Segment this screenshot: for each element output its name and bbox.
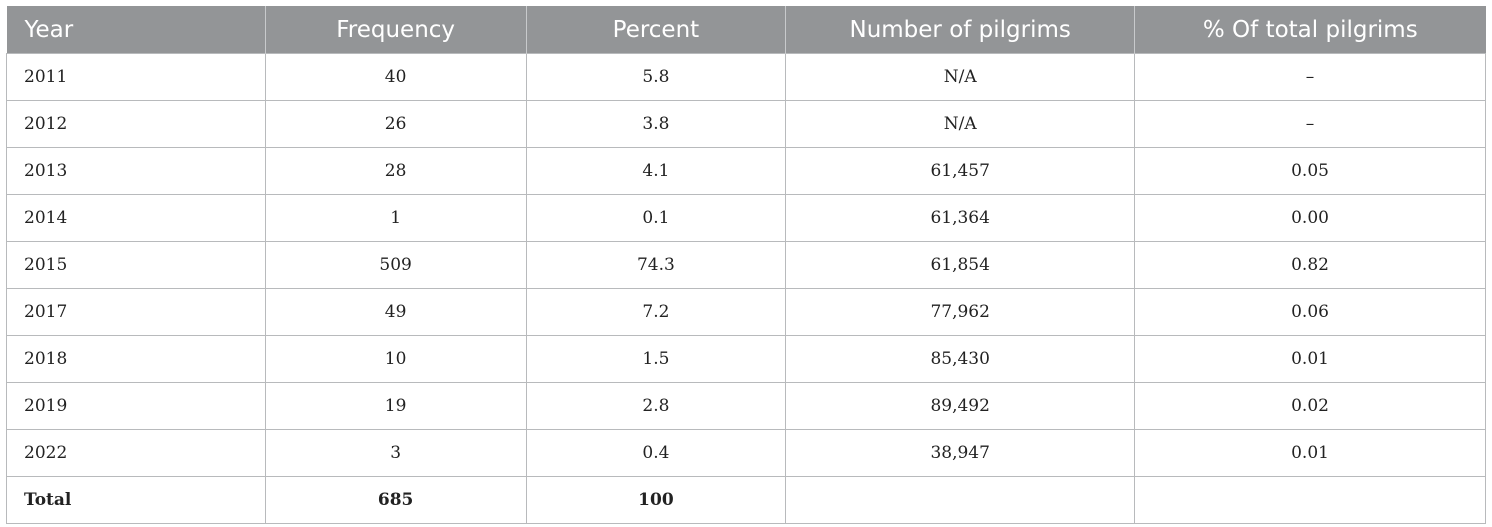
- cell-year: 2018: [6, 335, 266, 383]
- table-row: 2017 49 7.2 77,962 0.06: [6, 288, 1486, 336]
- cell-percent: 3.8: [525, 100, 787, 148]
- cell-year: 2022: [6, 429, 266, 477]
- table-body: 2011 40 5.8 N/A –2012 26 3.8 N/A –2013 28 4.1 61,45…: [6, 53, 1486, 524]
- cell-percent: 2.8: [525, 382, 787, 430]
- cell-percent: 74.3: [525, 241, 787, 289]
- cell-frequency: 3: [264, 429, 527, 477]
- cell-percent: 0.4: [525, 429, 787, 477]
- cell-percent-of-total-pilgrims: 0.02: [1134, 382, 1486, 430]
- table-row: 2013 28 4.1 61,457 0.05: [6, 147, 1486, 195]
- table-row: 2018 10 1.5 85,430 0.01: [6, 335, 1486, 383]
- cell-number-of-pilgrims: 85,430: [785, 335, 1136, 383]
- cell-percent-of-total-pilgrims: 0.00: [1134, 194, 1486, 242]
- cell-number-of-pilgrims: 77,962: [785, 288, 1136, 336]
- cell-percent-of-total-pilgrims: –: [1134, 100, 1486, 148]
- cell-frequency: 49: [264, 288, 527, 336]
- table-row: 2015 509 74.3 61,854 0.82: [6, 241, 1486, 289]
- cell-percent: 1.5: [525, 335, 787, 383]
- cell-number-of-pilgrims: 61,854: [785, 241, 1136, 289]
- column-header-percent: Percent: [526, 6, 787, 54]
- cell-number-of-pilgrims: 89,492: [785, 382, 1136, 430]
- cell-number-of-pilgrims: N/A: [785, 100, 1136, 148]
- cell-percent-of-total-pilgrims: 0.01: [1134, 335, 1486, 383]
- cell-frequency: 509: [264, 241, 527, 289]
- cell-year: 2017: [6, 288, 266, 336]
- table-row: 2022 3 0.4 38,947 0.01: [6, 429, 1486, 477]
- column-header-year: Year: [6, 6, 266, 54]
- total-cell-year: Total: [6, 476, 266, 524]
- cell-frequency: 40: [264, 53, 527, 101]
- table-row: 2014 1 0.1 61,364 0.00: [6, 194, 1486, 242]
- table-total-row: Total 685 100: [6, 476, 1486, 524]
- table-row: 2011 40 5.8 N/A –: [6, 53, 1486, 101]
- cell-year: 2019: [6, 382, 266, 430]
- total-cell-frequency: 685: [264, 476, 527, 524]
- cell-number-of-pilgrims: 38,947: [785, 429, 1136, 477]
- column-header-frequency: Frequency: [265, 6, 527, 54]
- cell-frequency: 10: [264, 335, 527, 383]
- cell-percent-of-total-pilgrims: –: [1134, 53, 1486, 101]
- cell-number-of-pilgrims: N/A: [785, 53, 1136, 101]
- cell-percent: 5.8: [525, 53, 787, 101]
- cell-percent: 0.1: [525, 194, 787, 242]
- table-header-row: Year Frequency Percent Number of pilgrim…: [6, 6, 1486, 54]
- cell-percent-of-total-pilgrims: 0.82: [1134, 241, 1486, 289]
- total-cell-percent: 100: [525, 476, 787, 524]
- table-row: 2019 19 2.8 89,492 0.02: [6, 382, 1486, 430]
- cell-percent: 4.1: [525, 147, 787, 195]
- total-cell-number-of-pilgrims: [785, 476, 1136, 524]
- cell-year: 2011: [6, 53, 266, 101]
- cell-percent-of-total-pilgrims: 0.05: [1134, 147, 1486, 195]
- pilgrims-frequency-table: Year Frequency Percent Number of pilgrim…: [6, 6, 1486, 524]
- column-header-number-of-pilgrims: Number of pilgrims: [785, 6, 1136, 54]
- cell-frequency: 19: [264, 382, 527, 430]
- cell-frequency: 26: [264, 100, 527, 148]
- cell-percent-of-total-pilgrims: 0.01: [1134, 429, 1486, 477]
- cell-percent: 7.2: [525, 288, 787, 336]
- cell-frequency: 1: [264, 194, 527, 242]
- data-table-container: Year Frequency Percent Number of pilgrim…: [6, 6, 1486, 524]
- column-header-percent-of-total-pilgrims: % Of total pilgrims: [1134, 6, 1486, 54]
- cell-frequency: 28: [264, 147, 527, 195]
- table-row: 2012 26 3.8 N/A –: [6, 100, 1486, 148]
- cell-percent-of-total-pilgrims: 0.06: [1134, 288, 1486, 336]
- cell-year: 2012: [6, 100, 266, 148]
- total-cell-percent-of-total-pilgrims: [1134, 476, 1486, 524]
- cell-year: 2013: [6, 147, 266, 195]
- cell-year: 2014: [6, 194, 266, 242]
- cell-number-of-pilgrims: 61,457: [785, 147, 1136, 195]
- cell-year: 2015: [6, 241, 266, 289]
- cell-number-of-pilgrims: 61,364: [785, 194, 1136, 242]
